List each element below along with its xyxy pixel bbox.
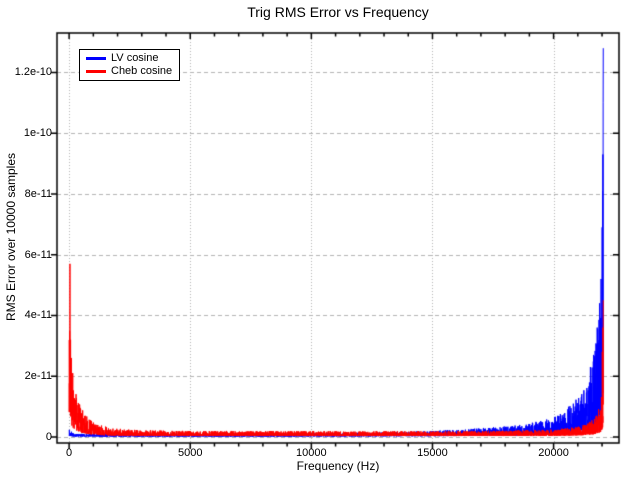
legend-entry-lv-cosine: LV cosine bbox=[86, 52, 172, 65]
legend-label: LV cosine bbox=[111, 52, 159, 64]
chart-title: Trig RMS Error vs Frequency bbox=[247, 4, 429, 20]
y-tick-label: 8e-11 bbox=[24, 187, 52, 200]
cheb-cosine-line-swatch bbox=[86, 70, 106, 73]
y-tick-label: 4e-11 bbox=[24, 309, 52, 322]
x-tick-label: 15000 bbox=[417, 447, 448, 459]
y-tick-label: 1e-10 bbox=[23, 127, 52, 140]
y-tick-label: 2e-11 bbox=[24, 370, 52, 383]
x-tick-label: 5000 bbox=[177, 447, 203, 459]
x-tick-label: 20000 bbox=[538, 447, 569, 459]
lv-cosine-line-swatch bbox=[86, 57, 106, 60]
legend-label: Cheb cosine bbox=[111, 65, 173, 77]
x-tick-label: 10000 bbox=[296, 447, 327, 459]
legend-entry-cheb-cosine: Cheb cosine bbox=[86, 65, 172, 78]
y-tick-label: 6e-11 bbox=[24, 248, 52, 261]
x-axis-label: Frequency (Hz) bbox=[296, 459, 380, 473]
legend: LV cosine Cheb cosine bbox=[79, 49, 181, 81]
y-tick-label: 1.2e-10 bbox=[14, 66, 52, 79]
x-tick-label: 0 bbox=[66, 447, 73, 459]
y-tick-label: 0 bbox=[45, 430, 52, 443]
